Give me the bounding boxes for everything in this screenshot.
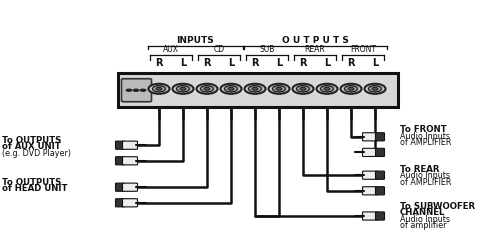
Circle shape xyxy=(148,84,170,94)
Bar xyxy=(118,73,398,107)
Text: L: L xyxy=(324,58,330,68)
Text: of amplifier: of amplifier xyxy=(400,221,446,230)
Circle shape xyxy=(200,86,213,92)
Circle shape xyxy=(344,86,358,92)
Text: FRONT: FRONT xyxy=(350,45,376,54)
Text: AUX: AUX xyxy=(163,45,179,54)
Text: R: R xyxy=(347,58,355,68)
Text: To SUBWOOFER: To SUBWOOFER xyxy=(400,202,475,211)
Text: (e.g. DVD Player): (e.g. DVD Player) xyxy=(2,149,70,158)
Text: L: L xyxy=(276,58,282,68)
Text: REAR: REAR xyxy=(304,45,326,54)
Circle shape xyxy=(324,87,330,90)
FancyBboxPatch shape xyxy=(376,212,384,220)
Text: To FRONT: To FRONT xyxy=(400,125,446,134)
Text: Audio Inputs: Audio Inputs xyxy=(400,215,450,224)
Circle shape xyxy=(196,84,218,94)
Text: Audio Inputs: Audio Inputs xyxy=(400,171,450,180)
Text: R: R xyxy=(299,58,307,68)
Circle shape xyxy=(132,89,140,92)
FancyBboxPatch shape xyxy=(376,148,384,156)
Text: R: R xyxy=(203,58,211,68)
Circle shape xyxy=(368,86,382,92)
FancyBboxPatch shape xyxy=(362,148,378,156)
Circle shape xyxy=(156,87,162,90)
Circle shape xyxy=(268,84,289,94)
Circle shape xyxy=(340,84,361,94)
FancyBboxPatch shape xyxy=(116,157,124,165)
Circle shape xyxy=(126,89,132,92)
Circle shape xyxy=(204,87,210,90)
FancyBboxPatch shape xyxy=(122,199,138,207)
Text: Audio Inputs: Audio Inputs xyxy=(400,132,450,141)
Circle shape xyxy=(220,84,242,94)
Circle shape xyxy=(224,86,237,92)
Circle shape xyxy=(320,86,334,92)
Circle shape xyxy=(152,86,166,92)
Circle shape xyxy=(228,87,234,90)
FancyBboxPatch shape xyxy=(122,183,138,191)
Text: To OUTPUTS: To OUTPUTS xyxy=(2,136,61,145)
Text: CD: CD xyxy=(214,45,224,54)
FancyBboxPatch shape xyxy=(362,171,378,179)
Text: SUB: SUB xyxy=(260,45,274,54)
FancyBboxPatch shape xyxy=(122,79,152,102)
Text: of AMPLIFIER: of AMPLIFIER xyxy=(400,138,452,147)
Text: To OUTPUTS: To OUTPUTS xyxy=(2,178,61,187)
Text: of AMPLIFIER: of AMPLIFIER xyxy=(400,178,452,187)
Text: L: L xyxy=(372,58,378,68)
Circle shape xyxy=(244,84,266,94)
FancyBboxPatch shape xyxy=(122,141,138,149)
Circle shape xyxy=(296,86,310,92)
Circle shape xyxy=(300,87,306,90)
FancyBboxPatch shape xyxy=(122,157,138,165)
Text: of AUX UNIT: of AUX UNIT xyxy=(2,142,60,151)
Text: INPUTS: INPUTS xyxy=(176,36,214,45)
Circle shape xyxy=(372,87,378,90)
Circle shape xyxy=(364,84,386,94)
FancyBboxPatch shape xyxy=(376,187,384,195)
Circle shape xyxy=(180,87,186,90)
FancyBboxPatch shape xyxy=(362,187,378,195)
Circle shape xyxy=(140,89,146,92)
FancyBboxPatch shape xyxy=(376,171,384,179)
FancyBboxPatch shape xyxy=(362,212,378,220)
Circle shape xyxy=(272,86,285,92)
Text: L: L xyxy=(180,58,186,68)
Text: R: R xyxy=(252,58,259,68)
FancyBboxPatch shape xyxy=(116,141,124,149)
Circle shape xyxy=(252,87,258,90)
Text: O U T P U T S: O U T P U T S xyxy=(282,36,348,45)
FancyBboxPatch shape xyxy=(116,199,124,207)
Circle shape xyxy=(248,86,262,92)
FancyBboxPatch shape xyxy=(362,133,378,141)
Text: CHANNEL: CHANNEL xyxy=(400,208,446,217)
Circle shape xyxy=(292,84,314,94)
Text: of HEAD UNIT: of HEAD UNIT xyxy=(2,184,67,193)
Circle shape xyxy=(316,84,338,94)
FancyBboxPatch shape xyxy=(116,183,124,191)
Circle shape xyxy=(276,87,282,90)
Circle shape xyxy=(348,87,354,90)
Circle shape xyxy=(176,86,190,92)
Text: To REAR: To REAR xyxy=(400,165,440,174)
Circle shape xyxy=(172,84,194,94)
FancyBboxPatch shape xyxy=(376,133,384,141)
Text: L: L xyxy=(228,58,234,68)
Text: R: R xyxy=(155,58,163,68)
